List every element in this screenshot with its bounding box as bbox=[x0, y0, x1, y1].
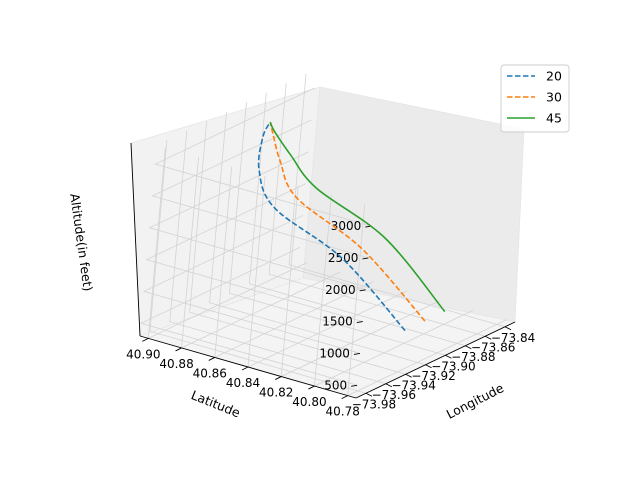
z-tick-mark bbox=[356, 321, 363, 324]
grid-line-alt bbox=[151, 119, 369, 259]
x-tick-labels: −73.98−73.96−73.94−73.92−73.90−73.88−73.… bbox=[352, 331, 536, 412]
z-tick-label: 2000 bbox=[325, 283, 356, 297]
legend-box bbox=[500, 64, 570, 133]
grid-line-lon bbox=[248, 92, 466, 347]
x-tick-mark bbox=[504, 326, 512, 331]
z-tick-label: 3000 bbox=[331, 219, 362, 233]
y-tick-label: 40.88 bbox=[159, 357, 193, 371]
y-tick-mark bbox=[175, 347, 182, 352]
x-axis-line bbox=[355, 321, 516, 399]
y-tick-label: 40.82 bbox=[259, 386, 293, 400]
x-tick-mark bbox=[405, 373, 412, 378]
z-tick-label: 2500 bbox=[328, 251, 359, 265]
x-tick-label: −73.92 bbox=[411, 369, 455, 383]
z-tick-label: 1500 bbox=[322, 315, 353, 329]
y-tick-label: 40.90 bbox=[126, 347, 160, 361]
grid-line-alt bbox=[148, 151, 366, 291]
x-tick-label: −73.90 bbox=[431, 359, 475, 373]
y-tick-mark bbox=[308, 385, 315, 390]
tick-marks bbox=[142, 225, 512, 400]
y-tick-mark bbox=[208, 357, 215, 361]
series-line-45 bbox=[269, 121, 446, 313]
x-tick-label: −73.98 bbox=[352, 397, 396, 411]
legend: 20 30 45 bbox=[500, 64, 570, 133]
x-tick-mark bbox=[484, 335, 492, 340]
grid-line-lon bbox=[229, 102, 446, 356]
grid-line-lon bbox=[169, 130, 386, 385]
y-tick-label: 40.80 bbox=[292, 395, 326, 409]
x-tick-mark bbox=[385, 383, 393, 388]
z-tick-mark bbox=[353, 352, 361, 355]
grid-line-lon bbox=[268, 83, 486, 337]
y-tick-mark bbox=[275, 376, 282, 380]
x-tick-label: −73.88 bbox=[451, 350, 495, 364]
x-tick-mark bbox=[365, 392, 373, 397]
y-axis-label: Latitude bbox=[189, 387, 243, 420]
grid-line-lon bbox=[189, 121, 406, 375]
z-tick-label: 1000 bbox=[319, 346, 350, 360]
y-tick-label: 40.86 bbox=[193, 366, 227, 380]
legend-label-20: 20 bbox=[546, 69, 562, 84]
x-tick-mark bbox=[425, 364, 432, 369]
series-line-30 bbox=[269, 121, 426, 322]
z-axis-label: Altitude(in feet) bbox=[67, 192, 96, 292]
grid-line-lon bbox=[288, 73, 506, 328]
series-lines bbox=[257, 121, 446, 332]
y-tick-mark bbox=[241, 366, 249, 371]
grid-line-lon bbox=[149, 140, 367, 394]
grid-line-lon bbox=[209, 111, 426, 366]
x-axis-label: Longitude bbox=[444, 380, 506, 422]
legend-label-30: 30 bbox=[546, 90, 562, 105]
y-tick-mark bbox=[341, 395, 348, 400]
x-tick-label: −73.86 bbox=[471, 340, 515, 354]
legend-label-45: 45 bbox=[546, 111, 562, 126]
grid-line-alt bbox=[140, 246, 358, 386]
z-tick-mark bbox=[359, 289, 366, 292]
x-tick-mark bbox=[465, 345, 472, 350]
x-tick-label: −73.96 bbox=[372, 388, 416, 402]
grid-line-alt bbox=[145, 183, 363, 322]
y-tick-label: 40.78 bbox=[326, 405, 360, 419]
x-tick-mark bbox=[445, 354, 452, 359]
z-tick-label: 500 bbox=[324, 378, 347, 392]
z-tick-mark bbox=[362, 257, 369, 260]
z-axis-line bbox=[130, 142, 141, 337]
grid-line-alt bbox=[142, 215, 361, 354]
z-tick-labels: 500 1000 1500 2000 2500 3000 bbox=[319, 219, 361, 392]
x-tick-label: −73.94 bbox=[391, 378, 435, 392]
x-tick-label: −73.84 bbox=[491, 331, 535, 345]
z-tick-mark bbox=[351, 384, 358, 387]
y-tick-mark bbox=[142, 337, 149, 342]
grid-line-alt bbox=[154, 87, 372, 227]
series-line-20 bbox=[257, 121, 406, 332]
y-tick-label: 40.84 bbox=[226, 376, 260, 390]
